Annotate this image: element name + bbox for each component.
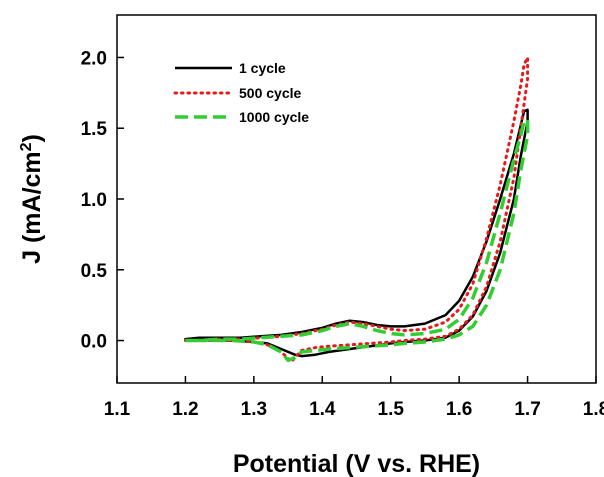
y-axis-title-main: J (mA/cm — [18, 151, 46, 264]
y-axis-title-superscript: 2 — [18, 142, 35, 151]
series-layer — [183, 56, 530, 364]
x-tick-label: 1.1 — [104, 399, 131, 420]
x-tick-label: 1.4 — [309, 399, 336, 420]
legend: 1 cycle 500 cycle 1000 cycle — [173, 60, 309, 125]
y-tick-label: 0.0 — [81, 332, 107, 353]
y-axis-title: J (mA/cm2) — [18, 134, 46, 264]
y-tick-label: 0.5 — [81, 261, 108, 282]
plot-frame — [116, 14, 597, 384]
series-line-1000-cycle — [185, 117, 530, 363]
y-axis-title-close: ) — [18, 134, 46, 142]
series-line-1-cycle — [184, 108, 529, 358]
x-tick-label: 1.3 — [241, 399, 267, 420]
series-line-500-cycle — [183, 56, 530, 364]
x-axis-title: Potential (V vs. RHE) — [233, 450, 480, 477]
x-tick-label: 1.6 — [446, 399, 472, 420]
y-tick-label: 1.5 — [81, 119, 108, 140]
legend-label-1-cycle: 1 cycle — [239, 60, 286, 76]
x-tick-label: 1.8 — [583, 399, 604, 420]
y-tick-label: 1.0 — [81, 190, 107, 211]
y-tick-label: 2.0 — [81, 48, 107, 69]
legend-label-500-cycle: 500 cycle — [239, 85, 301, 101]
legend-label-1000-cycle: 1000 cycle — [239, 109, 309, 125]
tick-layer: 1.1 1.2 1.3 1.4 1.5 1.6 1.7 1.8 0.0 0.5 1.0 1.5 2.0 — [81, 48, 604, 420]
x-tick-label: 1.5 — [378, 399, 405, 420]
x-tick-label: 1.7 — [514, 399, 540, 420]
x-tick-label: 1.2 — [172, 399, 198, 420]
